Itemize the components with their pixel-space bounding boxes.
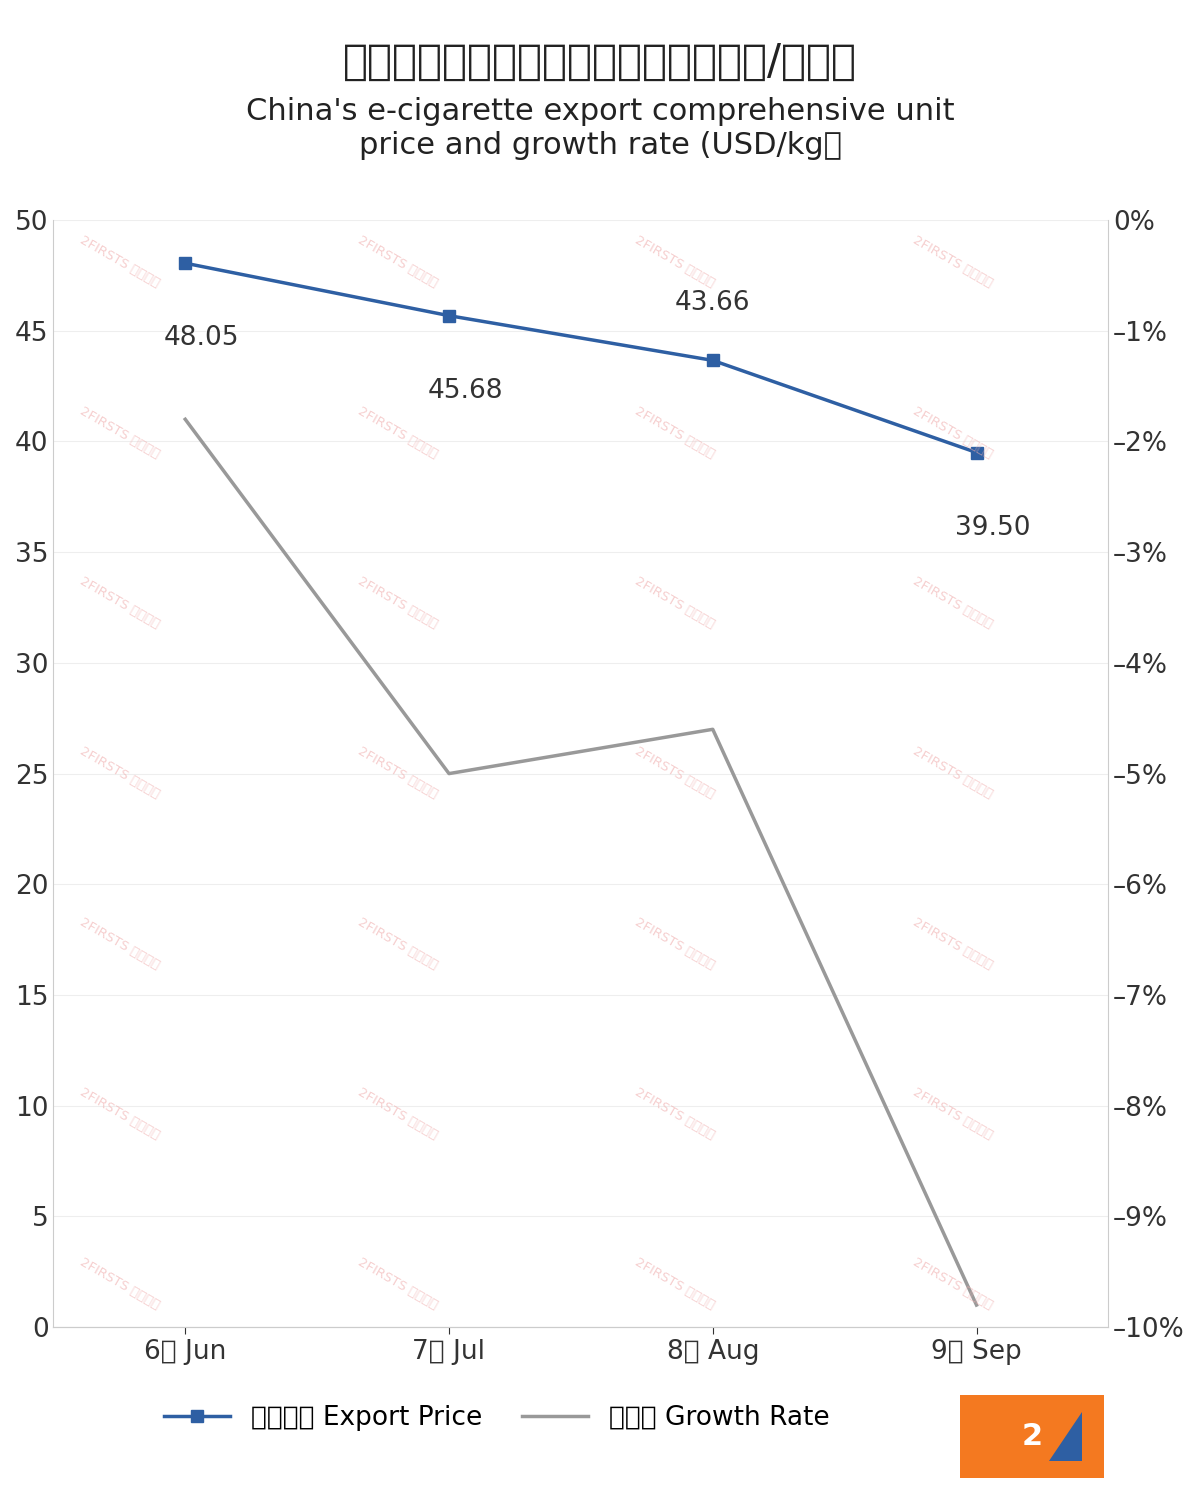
Text: 2FIRSTS 两个至上: 2FIRSTS 两个至上 [77,915,162,972]
Text: 2FIRSTS 两个至上: 2FIRSTS 两个至上 [632,404,718,460]
Text: 2FIRSTS 两个至上: 2FIRSTS 两个至上 [911,1086,995,1142]
Text: 2FIRSTS 两个至上: 2FIRSTS 两个至上 [355,1086,439,1142]
Text: 2FIRSTS 两个至上: 2FIRSTS 两个至上 [632,915,718,972]
Text: 2: 2 [1021,1422,1043,1450]
Text: 中国电子烟出口综合单价及增速（美元/千克）: 中国电子烟出口综合单价及增速（美元/千克） [343,40,857,82]
Text: 2FIRSTS 两个至上: 2FIRSTS 两个至上 [911,746,995,801]
Text: 2FIRSTS 两个至上: 2FIRSTS 两个至上 [77,1086,162,1142]
Text: 2FIRSTS 两个至上: 2FIRSTS 两个至上 [77,574,162,632]
Text: China's e-cigarette export comprehensive unit
price and growth rate (USD/kg）: China's e-cigarette export comprehensive… [246,98,954,160]
Text: 2FIRSTS 两个至上: 2FIRSTS 两个至上 [77,404,162,460]
Text: 2FIRSTS 两个至上: 2FIRSTS 两个至上 [911,404,995,460]
Text: 2FIRSTS 两个至上: 2FIRSTS 两个至上 [632,234,718,290]
Text: 2FIRSTS 两个至上: 2FIRSTS 两个至上 [77,746,162,801]
Polygon shape [1049,1412,1082,1461]
Text: 2FIRSTS 两个至上: 2FIRSTS 两个至上 [911,234,995,290]
Legend: 出口单价 Export Price, 增长率 Growth Rate: 出口单价 Export Price, 增长率 Growth Rate [154,1394,840,1441]
Text: 2FIRSTS 两个至上: 2FIRSTS 两个至上 [355,404,439,460]
Text: 2FIRSTS 两个至上: 2FIRSTS 两个至上 [911,1256,995,1312]
Text: 39.50: 39.50 [955,514,1031,540]
Text: 43.66: 43.66 [676,290,750,316]
Text: 2FIRSTS 两个至上: 2FIRSTS 两个至上 [355,234,439,290]
Text: 2FIRSTS 两个至上: 2FIRSTS 两个至上 [632,1086,718,1142]
Text: 2FIRSTS 两个至上: 2FIRSTS 两个至上 [632,574,718,632]
Text: 2FIRSTS 两个至上: 2FIRSTS 两个至上 [355,915,439,972]
Text: 2FIRSTS 两个至上: 2FIRSTS 两个至上 [77,234,162,290]
Text: 45.68: 45.68 [428,378,503,404]
Text: 2FIRSTS 两个至上: 2FIRSTS 两个至上 [632,746,718,801]
Text: 2FIRSTS 两个至上: 2FIRSTS 两个至上 [355,574,439,632]
Text: 48.05: 48.05 [164,326,240,351]
Text: 2FIRSTS 两个至上: 2FIRSTS 两个至上 [77,1256,162,1312]
Text: 2FIRSTS 两个至上: 2FIRSTS 两个至上 [911,574,995,632]
Text: 2FIRSTS 两个至上: 2FIRSTS 两个至上 [355,746,439,801]
Text: 2FIRSTS 两个至上: 2FIRSTS 两个至上 [355,1256,439,1312]
Text: 2FIRSTS 两个至上: 2FIRSTS 两个至上 [632,1256,718,1312]
Text: 2FIRSTS 两个至上: 2FIRSTS 两个至上 [911,915,995,972]
